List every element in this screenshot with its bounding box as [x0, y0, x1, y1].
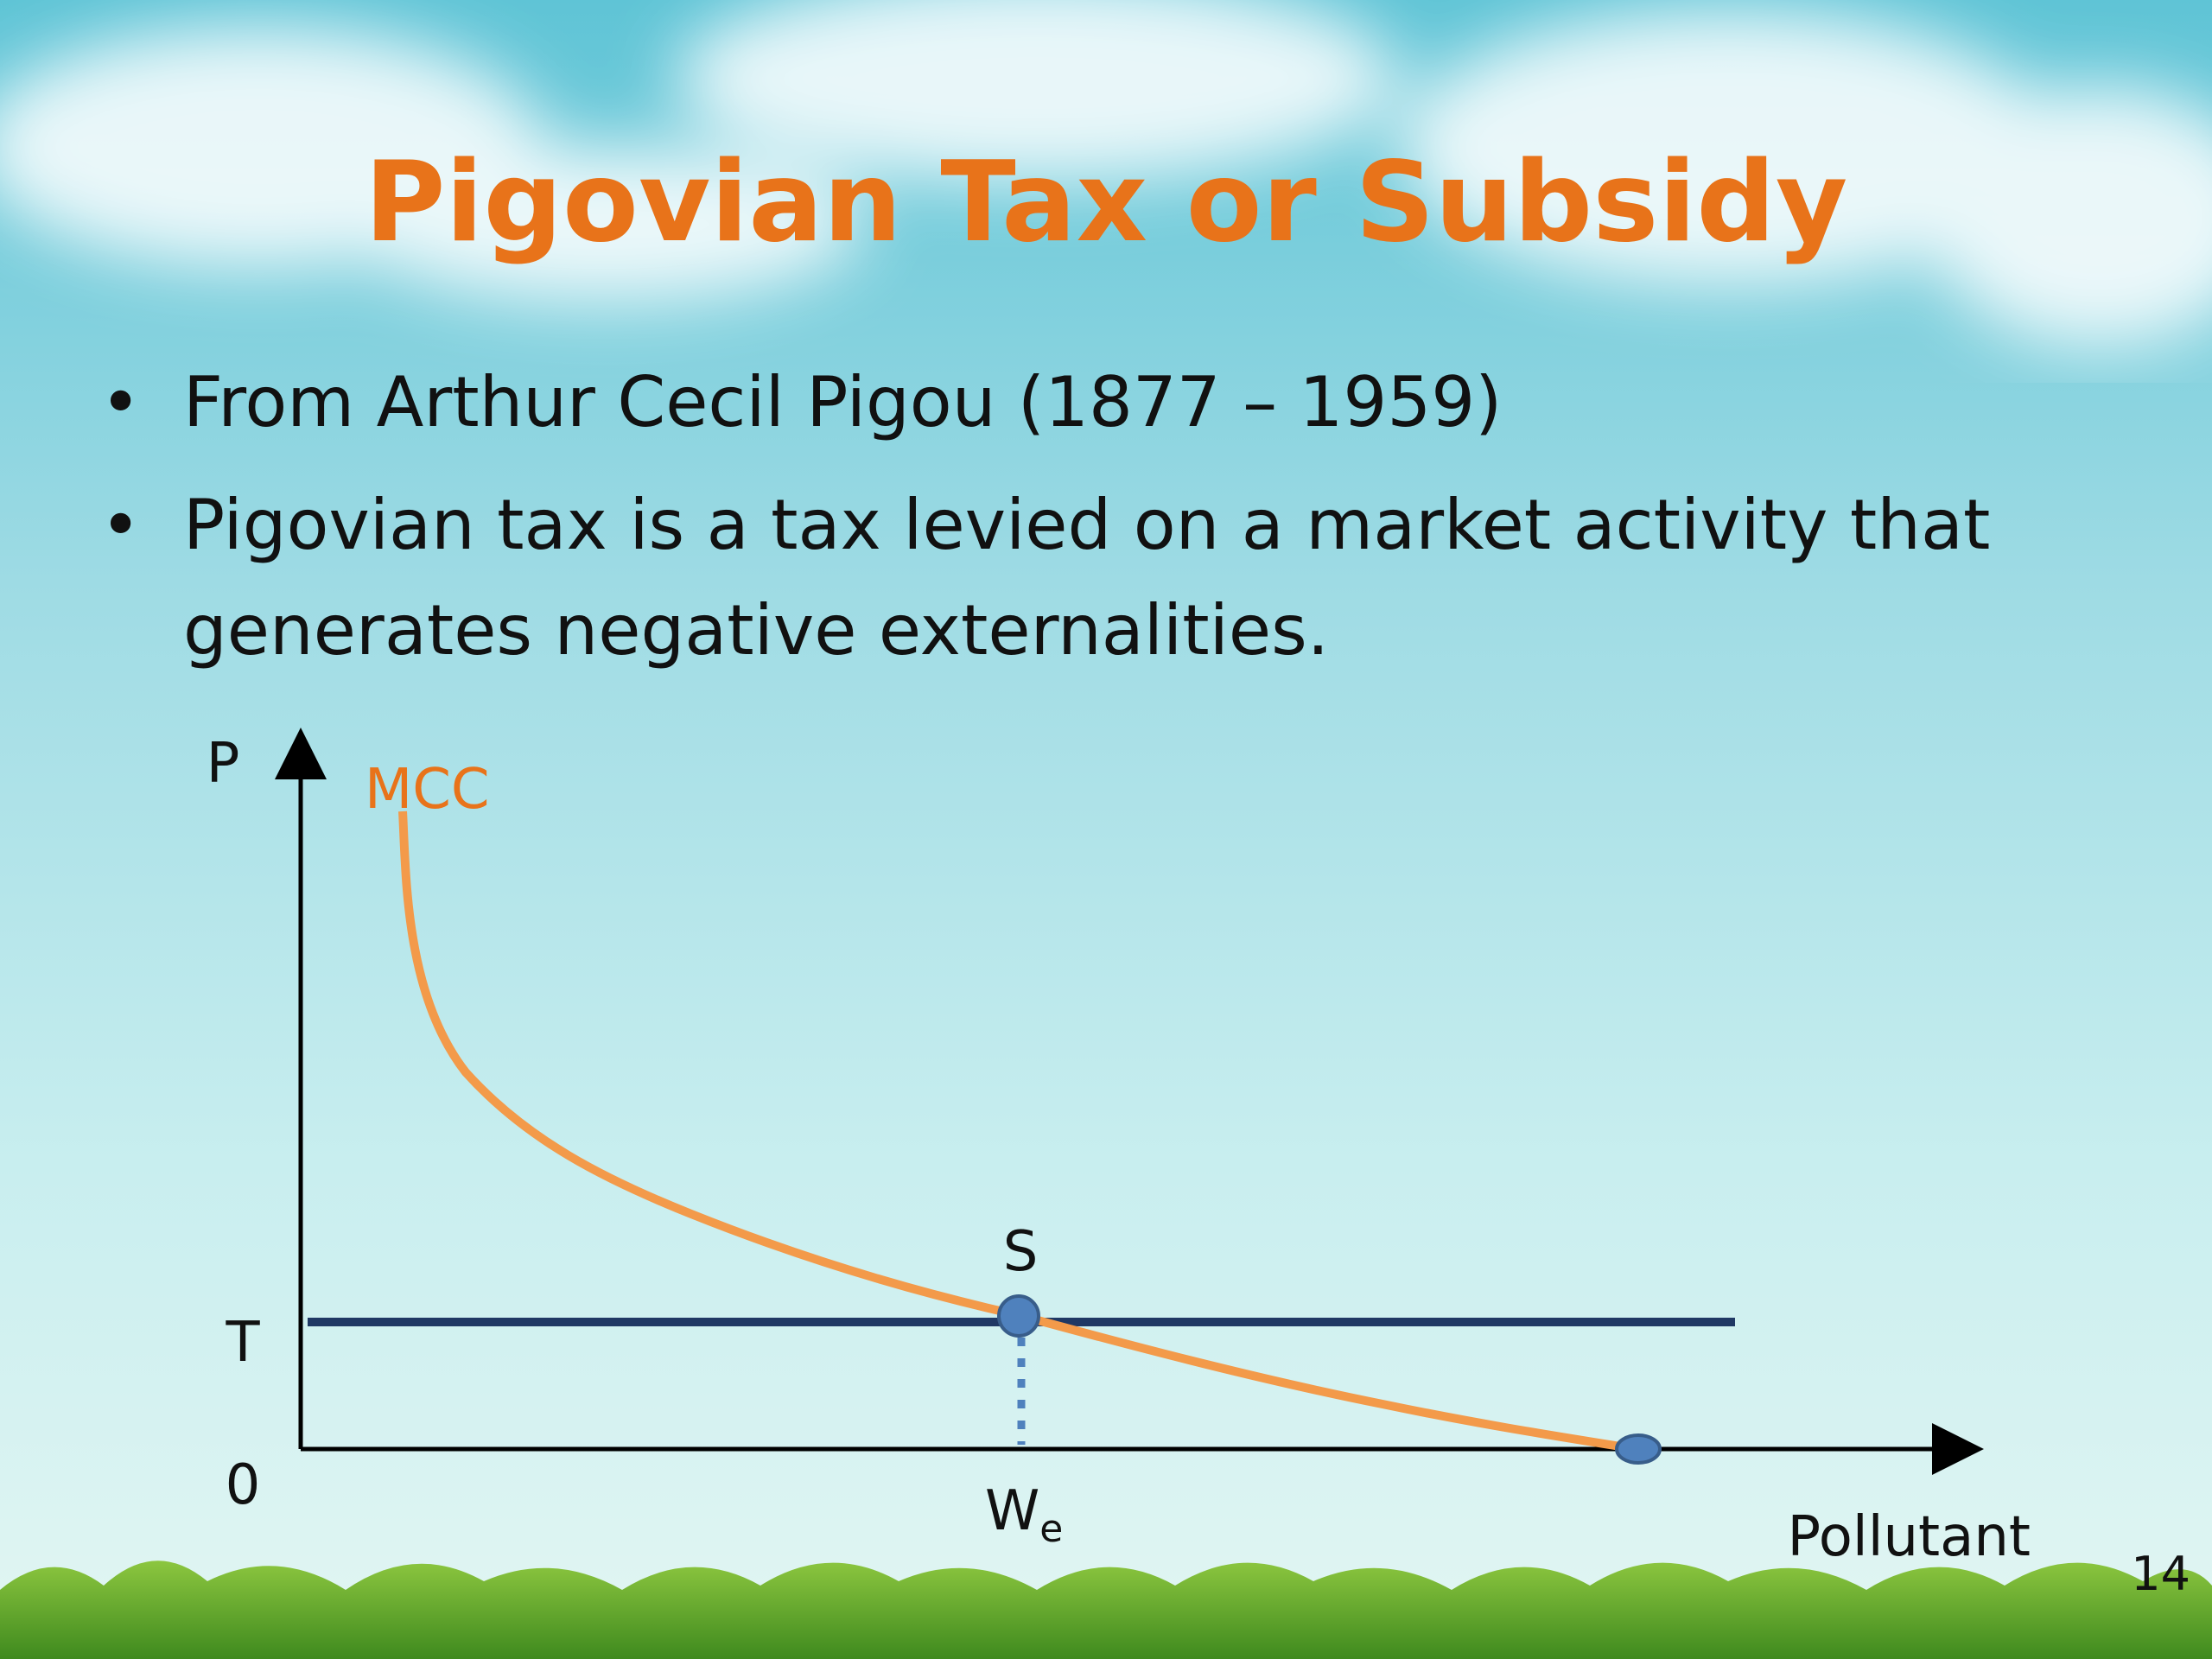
page-number: 14: [2131, 1547, 2190, 1601]
x-point-main: W: [985, 1479, 1039, 1543]
bullet: Pigovian tax is a tax levied on a market…: [95, 473, 2022, 683]
slide-title: Pigovian Tax or Subsidy: [364, 138, 1848, 267]
mcc-curve: [398, 810, 1637, 1453]
bullet: From Arthur Cecil Pigou (1877 – 1959): [95, 350, 2022, 455]
x-point-sub: e: [1039, 1507, 1063, 1551]
point-label: S: [1003, 1220, 1039, 1284]
origin-label: 0: [226, 1453, 261, 1517]
end-point: [1615, 1433, 1662, 1465]
x-point-label: We: [985, 1479, 1063, 1551]
tax-label: T: [225, 1311, 260, 1375]
bullet-list: From Arthur Cecil Pigou (1877 – 1959) Pi…: [95, 350, 2022, 701]
curve-label: MCC: [365, 758, 490, 822]
y-axis-label: P: [207, 732, 240, 796]
equilibrium-point: [997, 1294, 1040, 1338]
x-axis-label: Pollutant: [1787, 1505, 2031, 1569]
